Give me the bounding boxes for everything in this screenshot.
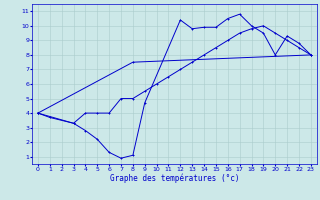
X-axis label: Graphe des températures (°c): Graphe des températures (°c) [110,173,239,183]
